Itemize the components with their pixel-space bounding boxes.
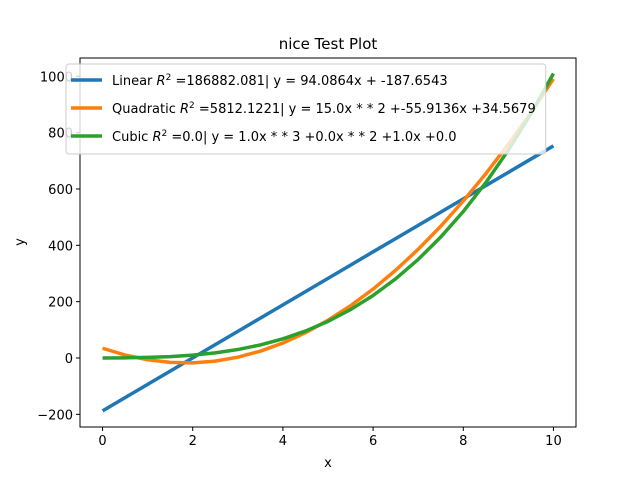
x-tick-label: 6: [369, 434, 377, 449]
legend: Linear R2 =186882.081| y = 94.0864x + -1…: [65, 63, 547, 155]
x-tick-label: 0: [98, 434, 106, 449]
legend-label-cubic: Cubic R2 =0.0| y = 1.0x * * 3 +0.0x * * …: [112, 129, 457, 145]
y-tick-label: 600: [48, 183, 73, 198]
y-axis-label: y: [13, 238, 28, 246]
x-tick-label: 2: [189, 434, 197, 449]
legend-box: [65, 63, 547, 155]
y-tick-label: 1000: [40, 70, 73, 85]
y-tick-label: 0: [65, 352, 73, 367]
x-axis-label: x: [324, 456, 332, 471]
y-tick-label: 400: [48, 239, 73, 254]
x-tick-label: 10: [545, 434, 562, 449]
chart-title: nice Test Plot: [279, 35, 378, 53]
series-line-cubic: [102, 72, 555, 360]
legend-label-linear: Linear R2 =186882.081| y = 94.0864x + -1…: [112, 73, 448, 89]
x-tick-label: 8: [459, 434, 467, 449]
y-tick-label: −200: [37, 408, 73, 423]
axes-frame: [79, 57, 577, 428]
legend-label-quadratic: Quadratic R2 =5812.1221| y = 15.0x * * 2…: [112, 101, 536, 117]
y-tick-label: 200: [48, 296, 73, 311]
x-tick-label: 4: [279, 434, 287, 449]
